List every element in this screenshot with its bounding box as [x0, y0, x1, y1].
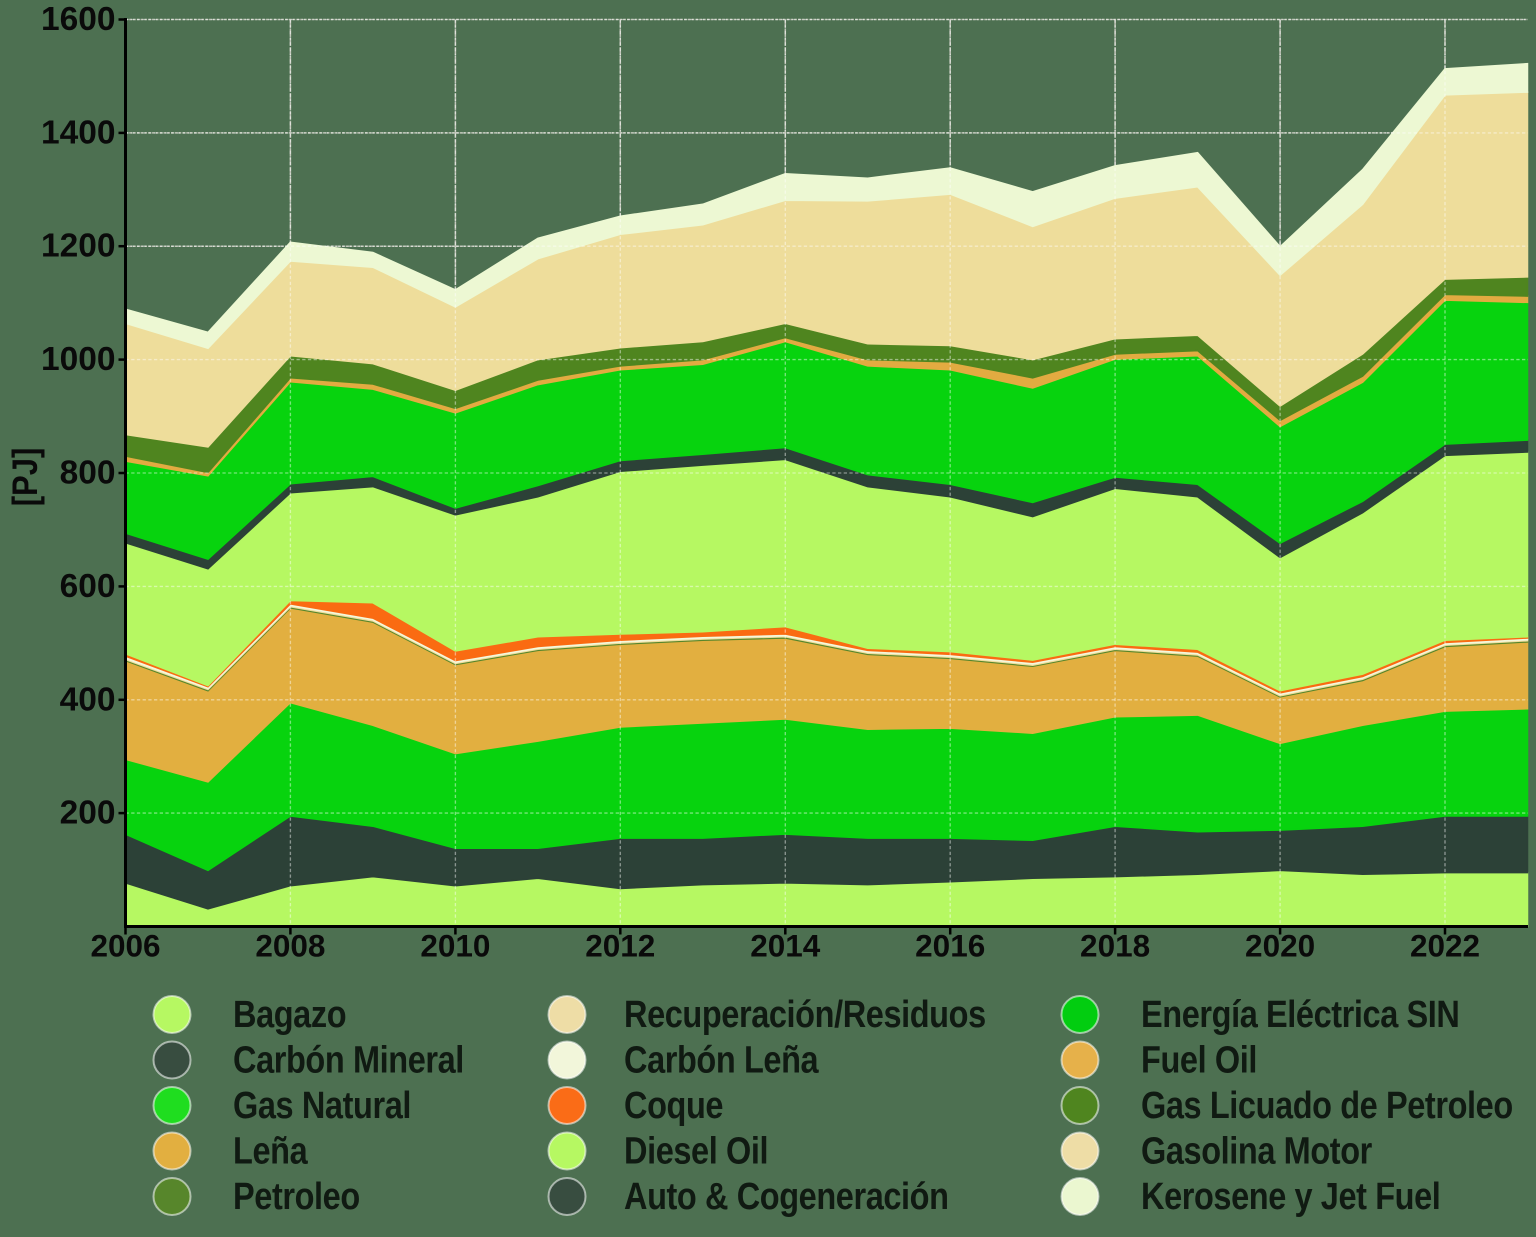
svg-text:Gasolina Motor: Gasolina Motor: [1141, 1130, 1373, 1172]
svg-text:1200: 1200: [41, 228, 116, 265]
svg-text:Carbón Mineral: Carbón Mineral: [233, 1039, 464, 1081]
svg-text:1400: 1400: [41, 114, 116, 151]
svg-text:Fuel Oil: Fuel Oil: [1141, 1039, 1257, 1081]
svg-text:Recuperación/Residuos: Recuperación/Residuos: [624, 994, 986, 1036]
svg-text:600: 600: [60, 568, 116, 605]
svg-text:Bagazo: Bagazo: [233, 994, 346, 1036]
svg-text:Auto & Cogeneración: Auto & Cogeneración: [624, 1176, 949, 1218]
svg-text:2022: 2022: [1410, 928, 1480, 964]
svg-text:2008: 2008: [255, 928, 325, 964]
svg-text:800: 800: [60, 455, 116, 492]
svg-text:Petroleo: Petroleo: [233, 1176, 360, 1218]
svg-text:Gas Natural: Gas Natural: [233, 1085, 411, 1127]
svg-text:2010: 2010: [420, 928, 490, 964]
svg-text:Energía Eléctrica SIN: Energía Eléctrica SIN: [1141, 994, 1459, 1036]
svg-text:400: 400: [60, 681, 116, 718]
svg-text:200: 200: [60, 795, 116, 832]
svg-text:Kerosene y Jet Fuel: Kerosene y Jet Fuel: [1141, 1176, 1440, 1218]
svg-text:2016: 2016: [915, 928, 985, 964]
svg-text:Leña: Leña: [233, 1130, 308, 1172]
svg-text:Gas Licuado de Petroleo: Gas Licuado de Petroleo: [1141, 1085, 1513, 1127]
svg-text:1600: 1600: [41, 1, 116, 38]
svg-text:Diesel Oil: Diesel Oil: [624, 1130, 768, 1172]
svg-text:[PJ]: [PJ]: [6, 448, 45, 507]
svg-text:1000: 1000: [41, 341, 116, 378]
svg-text:2018: 2018: [1080, 928, 1150, 964]
svg-text:2006: 2006: [90, 928, 160, 964]
svg-text:2014: 2014: [750, 928, 821, 964]
svg-text:2020: 2020: [1245, 928, 1315, 964]
svg-text:Carbón Leña: Carbón Leña: [624, 1039, 819, 1081]
svg-text:2012: 2012: [585, 928, 655, 964]
svg-text:Coque: Coque: [624, 1085, 723, 1127]
